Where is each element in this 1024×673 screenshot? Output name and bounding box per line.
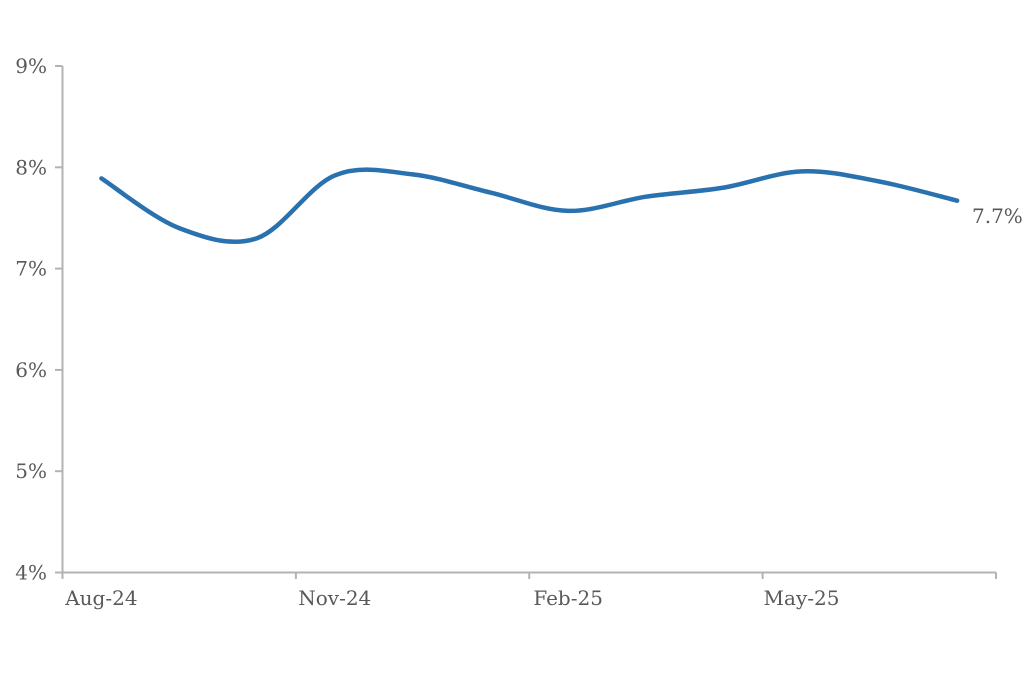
x-axis-tick-label: Nov-24	[298, 586, 371, 610]
y-axis-tick-marks	[55, 65, 63, 574]
x-axis-tick-marks	[61, 572, 997, 579]
axis-frame	[61, 66, 996, 574]
series-line	[99, 167, 960, 245]
y-axis-tick-label: 8%	[15, 155, 47, 179]
axes	[55, 65, 997, 579]
y-axis-tick-label: 5%	[15, 459, 47, 483]
x-axis-tick-label: May-25	[764, 586, 840, 610]
y-axis-tick-label: 4%	[15, 561, 47, 585]
x-axis-tick-labels: Aug-24 Nov-24 Feb-25 May-25	[64, 586, 839, 610]
x-axis-tick-label: Aug-24	[64, 586, 137, 610]
y-axis-tick-label: 7%	[15, 257, 47, 281]
y-axis-tick-labels: 9% 8% 7% 6% 5% 4%	[15, 54, 47, 585]
x-axis-tick-label: Feb-25	[533, 586, 603, 610]
series-end-label: 7.7%	[972, 204, 1023, 228]
y-axis-tick-label: 6%	[15, 358, 47, 382]
y-axis-tick-label: 9%	[15, 54, 47, 78]
